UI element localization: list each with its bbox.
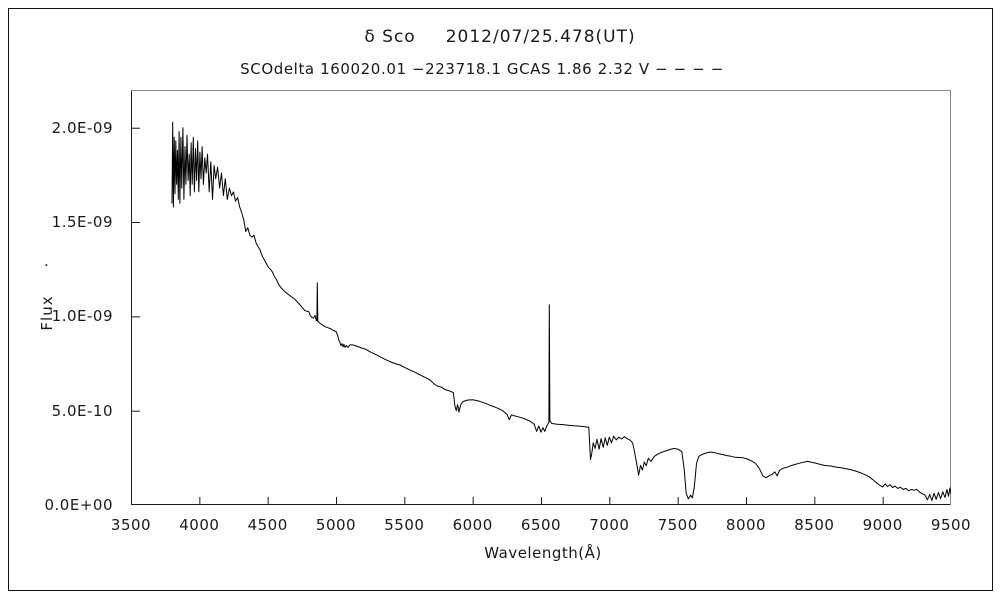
axis-tick-marks [131,127,884,504]
spectrum-plot-svg [131,90,951,505]
x-tick-label-8000: 8000 [725,516,767,534]
y-tick-label-0.0E+00: 0.0E+00 [44,496,113,514]
y-tick-label-1.5E-09: 1.5E-09 [51,213,113,232]
x-tick-label-6500: 6500 [520,516,562,534]
x-tick-label-5000: 5000 [315,516,357,534]
y-tick-label-2.0E-09: 2.0E-09 [51,118,113,137]
plot-box-border [131,90,951,505]
x-tick-label-5500: 5500 [384,516,425,534]
chart-subtitle: SCOdelta 160020.01 −223718.1 GCAS 1.86 2… [240,60,724,78]
x-tick-label-7500: 7500 [657,516,698,534]
x-axis-label: Wavelength(Å) [484,544,602,562]
x-tick-label-4500: 4500 [247,516,288,534]
chart-title-star-name: δ Sco [364,27,416,47]
chart-title: δ Sco 2012/07/25.478(UT) [0,27,1000,47]
x-tick-label-4000: 4000 [179,516,220,534]
x-tick-label-8500: 8500 [794,516,835,534]
spectrum-flux-line [171,121,951,501]
x-tick-label-9500: 9500 [930,516,972,534]
y-tick-label-5.0E-10: 5.0E-10 [51,401,113,420]
y-tick-label-1.0E-09: 1.0E-09 [51,307,113,326]
x-tick-label-7000: 7000 [589,516,630,534]
plot-area [131,90,951,505]
x-tick-label-3500: 3500 [110,516,152,534]
chart-title-date: 2012/07/25.478(UT) [445,27,636,47]
y-axis-label-stray-dot: . [44,252,49,270]
x-tick-label-6000: 6000 [452,516,493,534]
page-frame [8,8,993,591]
x-tick-label-9000: 9000 [862,516,903,534]
